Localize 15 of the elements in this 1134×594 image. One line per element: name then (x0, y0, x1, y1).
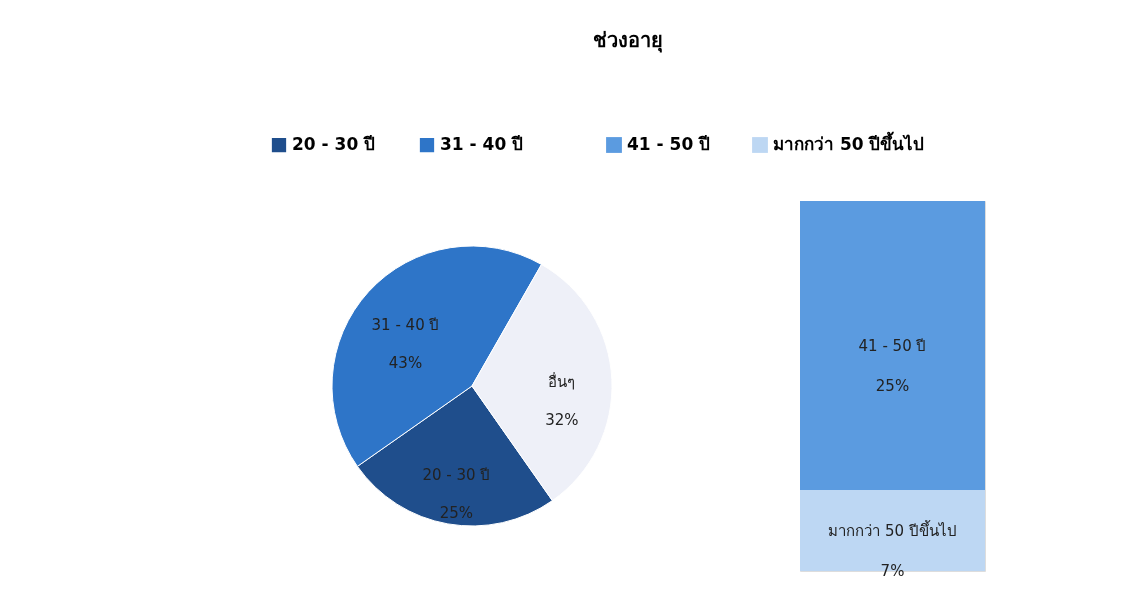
data-label: 25% (439, 503, 474, 522)
text: 41 - 50 ปี (858, 336, 927, 355)
slice-label: 20 - 30 ปี (422, 465, 491, 484)
slice-label: 31 - 40 ปี (371, 316, 440, 335)
data-label: 25% (875, 376, 910, 395)
text: มากกว่า 50 ปีขึ้นไป (828, 521, 957, 540)
data-label: 7% (880, 561, 905, 580)
legend-label: 41 - 50 ปี (627, 134, 711, 154)
chart-title: ช่วงอายุ (592, 27, 663, 53)
legend-label: 20 - 30 ปี (292, 134, 376, 155)
legend-label: 31 - 40 ปี (440, 134, 524, 155)
data-label: 43% (388, 354, 423, 373)
legend-label: มากกว่า 50 ปีขึ้นไป (773, 131, 925, 154)
data-label: 32% (545, 410, 579, 429)
slice-label: อื่นๆ (548, 370, 576, 391)
